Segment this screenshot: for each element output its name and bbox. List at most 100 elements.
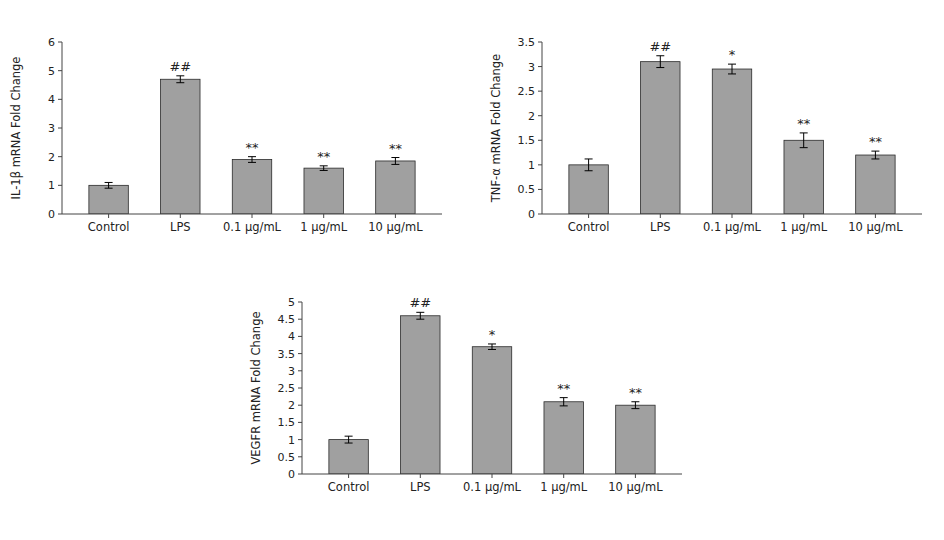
y-tick [58,99,62,100]
y-tick-label: 0.5 [278,451,296,464]
error-bar [176,76,184,83]
error-line [395,158,396,165]
error-cap [248,156,256,157]
panel: ##*****00.511.522.533.5ControlLPS0.1 μg/… [489,36,922,234]
annotation: ## [649,39,671,54]
error-cap [656,67,664,68]
y-tick [298,319,302,320]
error-bar [248,157,256,163]
error-cap [585,170,593,171]
panel: ##******0123456ControlLPS0.1 μg/mL1 μg/m… [9,36,442,234]
y-tick-label: 2 [528,110,535,123]
annotation: ## [409,295,431,310]
y-tick [58,42,62,43]
error-cap [488,343,496,344]
x-tick [395,214,396,218]
error-bar [488,344,496,350]
y-tick [58,128,62,129]
x-tick-label: Control [88,220,130,234]
y-tick [538,115,542,116]
error-line [588,159,589,171]
panel: ##*****00.511.522.533.544.55ControlLPS0.… [249,295,682,494]
x-tick [180,214,181,218]
annotation: * [729,47,736,62]
error-line [732,64,733,74]
error-line [803,133,804,148]
y-tick [298,353,302,354]
error-bar [560,398,568,406]
annotation: ** [389,141,403,156]
error-cap [871,158,879,159]
y-tick-label: 1.5 [518,134,536,147]
bar [616,405,655,474]
error-cap [320,165,328,166]
x-tick-label: 1 μg/mL [780,220,828,234]
y-tick-label: 4 [288,330,295,343]
x-tick [875,214,876,218]
annotation: * [489,327,496,342]
x-tick [348,474,349,478]
y-tick [298,405,302,406]
bar [856,155,895,214]
error-cap [391,157,399,158]
error-bar [631,402,639,409]
bar [161,79,200,214]
y-tick-label: 4 [48,93,55,106]
x-tick-label: 10 μg/mL [608,480,663,494]
bar [304,168,343,214]
marks [89,76,415,214]
bar [712,69,751,214]
y-tick [298,422,302,423]
error-bar [345,436,353,443]
x-tick [635,474,636,478]
y-axis-label: VEGFR mRNA Fold Change [249,311,263,464]
chart-canvas: ##******0123456ControlLPS0.1 μg/mL1 μg/m… [0,0,944,540]
annotation: ** [869,134,883,149]
x-tick-label: 10 μg/mL [848,220,903,234]
x-tick-label: LPS [410,480,431,494]
error-line [323,166,324,171]
bar [569,165,608,214]
y-tick-label: 6 [48,36,55,49]
y-tick-label: 2 [288,399,295,412]
y-tick-label: 5 [48,65,55,78]
annotation: ** [557,381,571,396]
y-tick-label: 3 [288,365,295,378]
error-cap [248,162,256,163]
error-cap [728,64,736,65]
error-cap [176,75,184,76]
bar [544,402,583,474]
y-axis-label: IL-1β mRNA Fold Change [9,57,23,200]
error-bar [728,64,736,74]
error-line [348,436,349,443]
error-cap [345,443,353,444]
y-tick-label: 1.5 [278,416,296,429]
y-tick [58,185,62,186]
error-cap [728,73,736,74]
y-tick-label: 3 [528,61,535,74]
y-axis-label: TNF-α mRNA Fold Change [489,54,503,203]
x-tick [252,214,253,218]
x-tick-label: 0.1 μg/mL [703,220,762,234]
marks [329,312,655,474]
y-tick [538,42,542,43]
x-tick-label: LPS [170,220,191,234]
error-bar [105,182,113,188]
error-line [180,76,181,83]
y-tick [298,302,302,303]
error-cap [631,408,639,409]
error-cap [585,158,593,159]
error-bar [585,159,593,171]
y-tick-label: 0 [528,208,535,221]
y-tick [298,439,302,440]
x-tick [803,214,804,218]
bar [376,161,415,214]
y-tick-label: 0 [288,468,295,481]
y-tick [58,214,62,215]
error-bar [871,151,879,159]
y-tick-label: 4.5 [278,313,296,326]
x-tick [588,214,589,218]
x-tick-label: 1 μg/mL [540,480,588,494]
y-axis-line [542,42,543,214]
bar [472,347,511,474]
